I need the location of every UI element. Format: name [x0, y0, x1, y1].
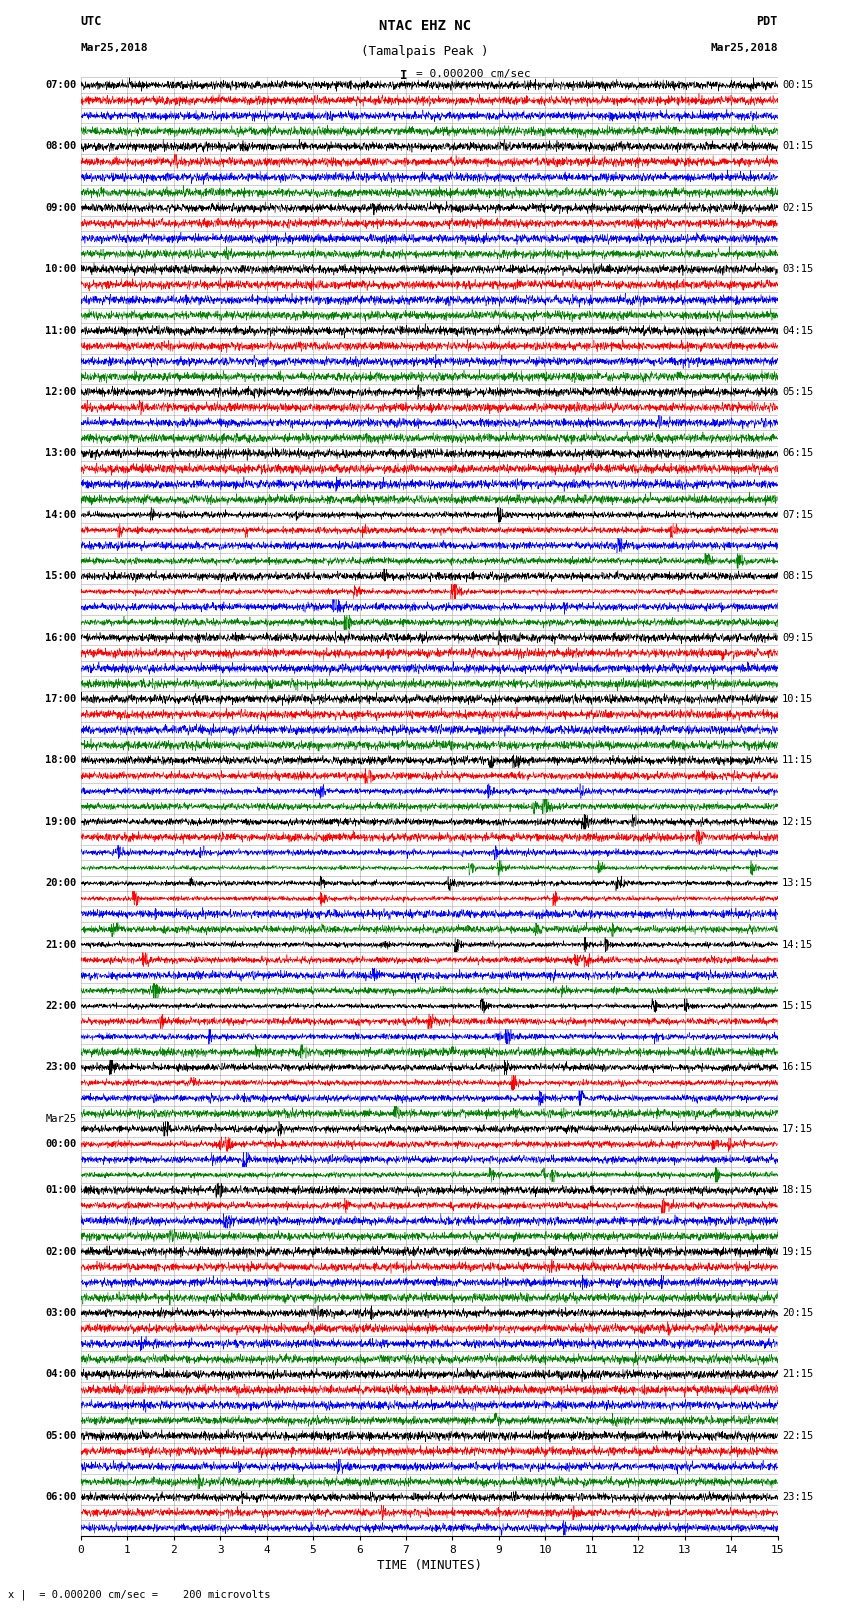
Text: 01:15: 01:15 [782, 142, 813, 152]
Text: 11:15: 11:15 [782, 755, 813, 766]
Text: 15:15: 15:15 [782, 1002, 813, 1011]
Text: 09:15: 09:15 [782, 632, 813, 642]
Text: 13:00: 13:00 [45, 448, 76, 458]
Text: 10:00: 10:00 [45, 265, 76, 274]
Text: 06:00: 06:00 [45, 1492, 76, 1502]
Text: 14:00: 14:00 [45, 510, 76, 519]
Text: 15:00: 15:00 [45, 571, 76, 581]
Text: 05:00: 05:00 [45, 1431, 76, 1440]
Text: (Tamalpais Peak ): (Tamalpais Peak ) [361, 45, 489, 58]
Text: 03:15: 03:15 [782, 265, 813, 274]
Text: 21:00: 21:00 [45, 940, 76, 950]
Text: 18:15: 18:15 [782, 1186, 813, 1195]
Text: 11:00: 11:00 [45, 326, 76, 336]
Text: 12:15: 12:15 [782, 816, 813, 827]
Text: Mar25,2018: Mar25,2018 [711, 44, 778, 53]
Text: 02:15: 02:15 [782, 203, 813, 213]
Text: 22:15: 22:15 [782, 1431, 813, 1440]
Text: 08:00: 08:00 [45, 142, 76, 152]
Text: 04:00: 04:00 [45, 1369, 76, 1379]
Text: 03:00: 03:00 [45, 1308, 76, 1318]
Text: 07:15: 07:15 [782, 510, 813, 519]
Text: 01:00: 01:00 [45, 1186, 76, 1195]
Text: Mar25: Mar25 [45, 1115, 76, 1124]
Text: 21:15: 21:15 [782, 1369, 813, 1379]
Text: 12:00: 12:00 [45, 387, 76, 397]
Text: 19:15: 19:15 [782, 1247, 813, 1257]
Text: 16:00: 16:00 [45, 632, 76, 642]
Text: 04:15: 04:15 [782, 326, 813, 336]
Text: 17:15: 17:15 [782, 1124, 813, 1134]
Text: NTAC EHZ NC: NTAC EHZ NC [379, 19, 471, 34]
Text: 20:00: 20:00 [45, 877, 76, 889]
Text: 20:15: 20:15 [782, 1308, 813, 1318]
Text: Mar25,2018: Mar25,2018 [81, 44, 148, 53]
Text: 09:00: 09:00 [45, 203, 76, 213]
Text: 02:00: 02:00 [45, 1247, 76, 1257]
Text: 05:15: 05:15 [782, 387, 813, 397]
Text: 19:00: 19:00 [45, 816, 76, 827]
Text: PDT: PDT [756, 16, 778, 29]
Text: 18:00: 18:00 [45, 755, 76, 766]
Text: UTC: UTC [81, 16, 102, 29]
Text: 00:15: 00:15 [782, 81, 813, 90]
Text: I: I [400, 69, 407, 82]
Text: 07:00: 07:00 [45, 81, 76, 90]
Text: = 0.000200 cm/sec: = 0.000200 cm/sec [416, 69, 531, 79]
Text: 13:15: 13:15 [782, 877, 813, 889]
X-axis label: TIME (MINUTES): TIME (MINUTES) [377, 1558, 482, 1571]
Text: 00:00: 00:00 [45, 1139, 76, 1148]
Text: 22:00: 22:00 [45, 1002, 76, 1011]
Text: 14:15: 14:15 [782, 940, 813, 950]
Text: 17:00: 17:00 [45, 694, 76, 703]
Text: 10:15: 10:15 [782, 694, 813, 703]
Text: 23:00: 23:00 [45, 1063, 76, 1073]
Text: 06:15: 06:15 [782, 448, 813, 458]
Text: 08:15: 08:15 [782, 571, 813, 581]
Text: x |  = 0.000200 cm/sec =    200 microvolts: x | = 0.000200 cm/sec = 200 microvolts [8, 1589, 271, 1600]
Text: 23:15: 23:15 [782, 1492, 813, 1502]
Text: 16:15: 16:15 [782, 1063, 813, 1073]
